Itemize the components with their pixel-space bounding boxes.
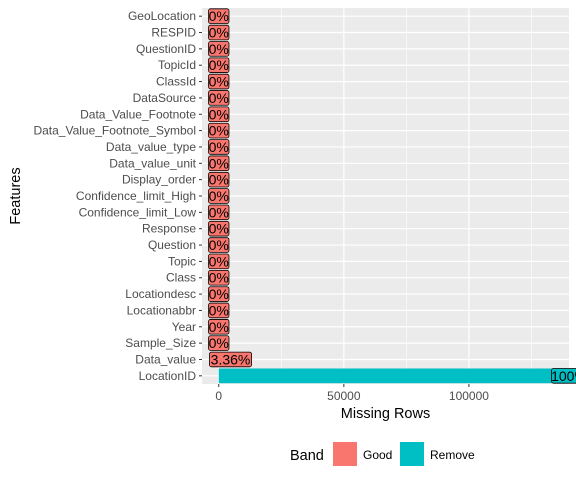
- y-tick-label: Data_value_unit: [109, 156, 196, 170]
- data-label: 0%: [209, 155, 229, 171]
- y-tick-label: Data_Value_Footnote: [80, 107, 196, 121]
- data-label: 0%: [209, 253, 229, 269]
- data-label-box: [208, 155, 230, 172]
- y-tick-label: Locationabbr: [127, 303, 196, 317]
- data-label-box: [208, 171, 230, 188]
- data-label-box: [208, 302, 230, 319]
- y-tick-label: ClassId: [156, 75, 196, 89]
- data-label-box: [208, 335, 230, 351]
- y-tick-label: Display_order: [122, 173, 196, 187]
- data-label-box: [208, 8, 230, 24]
- data-label-box: [551, 368, 576, 384]
- data-label-box: [208, 220, 230, 237]
- data-label: 0%: [209, 188, 229, 204]
- data-label: 0%: [209, 8, 229, 24]
- y-tick-label: Locationdesc: [125, 287, 196, 301]
- data-label-box: [208, 73, 230, 90]
- data-label-box: [208, 90, 230, 106]
- data-label: 0%: [209, 90, 229, 106]
- data-label: 0%: [209, 25, 229, 41]
- data-label-box: [208, 41, 230, 57]
- data-label: 0%: [209, 335, 229, 351]
- data-label-box: [208, 122, 230, 139]
- data-label: 0%: [209, 57, 229, 73]
- y-tick-label: Data_Value_Footnote_Symbol: [33, 124, 196, 138]
- y-tick-label: Response: [142, 222, 196, 236]
- y-tick-label: Question: [148, 238, 196, 252]
- y-tick-label: Confidence_limit_Low: [79, 205, 197, 219]
- x-tick-label: 0: [215, 389, 222, 403]
- data-label-box: [209, 351, 252, 368]
- y-tick-label: RESPID: [151, 26, 196, 40]
- data-label: 0%: [209, 204, 229, 220]
- y-tick-label: GeoLocation: [128, 9, 196, 23]
- data-label: 0%: [209, 237, 229, 253]
- y-tick-label: DataSource: [133, 91, 197, 105]
- y-axis-title: Features: [8, 167, 24, 224]
- y-tick-label: QuestionID: [136, 42, 196, 56]
- data-label-box: [208, 237, 230, 253]
- data-label: 0%: [209, 106, 229, 122]
- data-label-box: [208, 188, 230, 204]
- legend-key-remove: [400, 442, 424, 466]
- data-label: 0%: [209, 302, 229, 318]
- data-label-box: [208, 24, 230, 41]
- data-label: 0%: [209, 319, 229, 335]
- data-label: 0%: [209, 221, 229, 237]
- legend-key-good: [333, 442, 357, 466]
- y-tick-label: TopicId: [158, 58, 196, 72]
- x-tick-label: 100000: [449, 389, 489, 403]
- y-tick-label: Sample_Size: [125, 336, 196, 350]
- y-tick-label: LocationID: [139, 369, 197, 383]
- data-label-box: [208, 204, 230, 221]
- data-label-box: [208, 286, 230, 302]
- y-tick-label: Data_value_type: [106, 140, 196, 154]
- data-label-box: [208, 139, 230, 155]
- legend-label-good: Good: [363, 448, 392, 462]
- y-tick-label: Year: [172, 320, 196, 334]
- data-label-box: [208, 106, 230, 123]
- data-label-box: [208, 57, 230, 73]
- data-label: 0%: [209, 270, 229, 286]
- legend-label-remove: Remove: [430, 448, 475, 462]
- data-label: 3.36%: [211, 351, 251, 367]
- legend: Band Good Remove: [290, 442, 475, 466]
- y-tick-label: Topic: [168, 254, 196, 268]
- data-label: 0%: [209, 139, 229, 155]
- legend-title: Band: [290, 448, 324, 464]
- data-label: 100%: [551, 368, 576, 384]
- data-label-box: [208, 319, 230, 335]
- y-tick-label: Data_value: [135, 352, 196, 366]
- data-label: 0%: [209, 286, 229, 302]
- data-label: 0%: [209, 41, 229, 57]
- data-label: 0%: [209, 123, 229, 139]
- y-tick-label: Class: [166, 271, 196, 285]
- data-label: 0%: [209, 74, 229, 90]
- data-label-box: [208, 253, 230, 270]
- x-tick-label: 50000: [327, 389, 361, 403]
- bar-LocationID: [218, 368, 569, 384]
- data-label-box: [208, 269, 230, 286]
- x-axis-title: Missing Rows: [341, 406, 430, 422]
- y-tick-label: Confidence_limit_High: [76, 189, 196, 203]
- data-label: 0%: [209, 172, 229, 188]
